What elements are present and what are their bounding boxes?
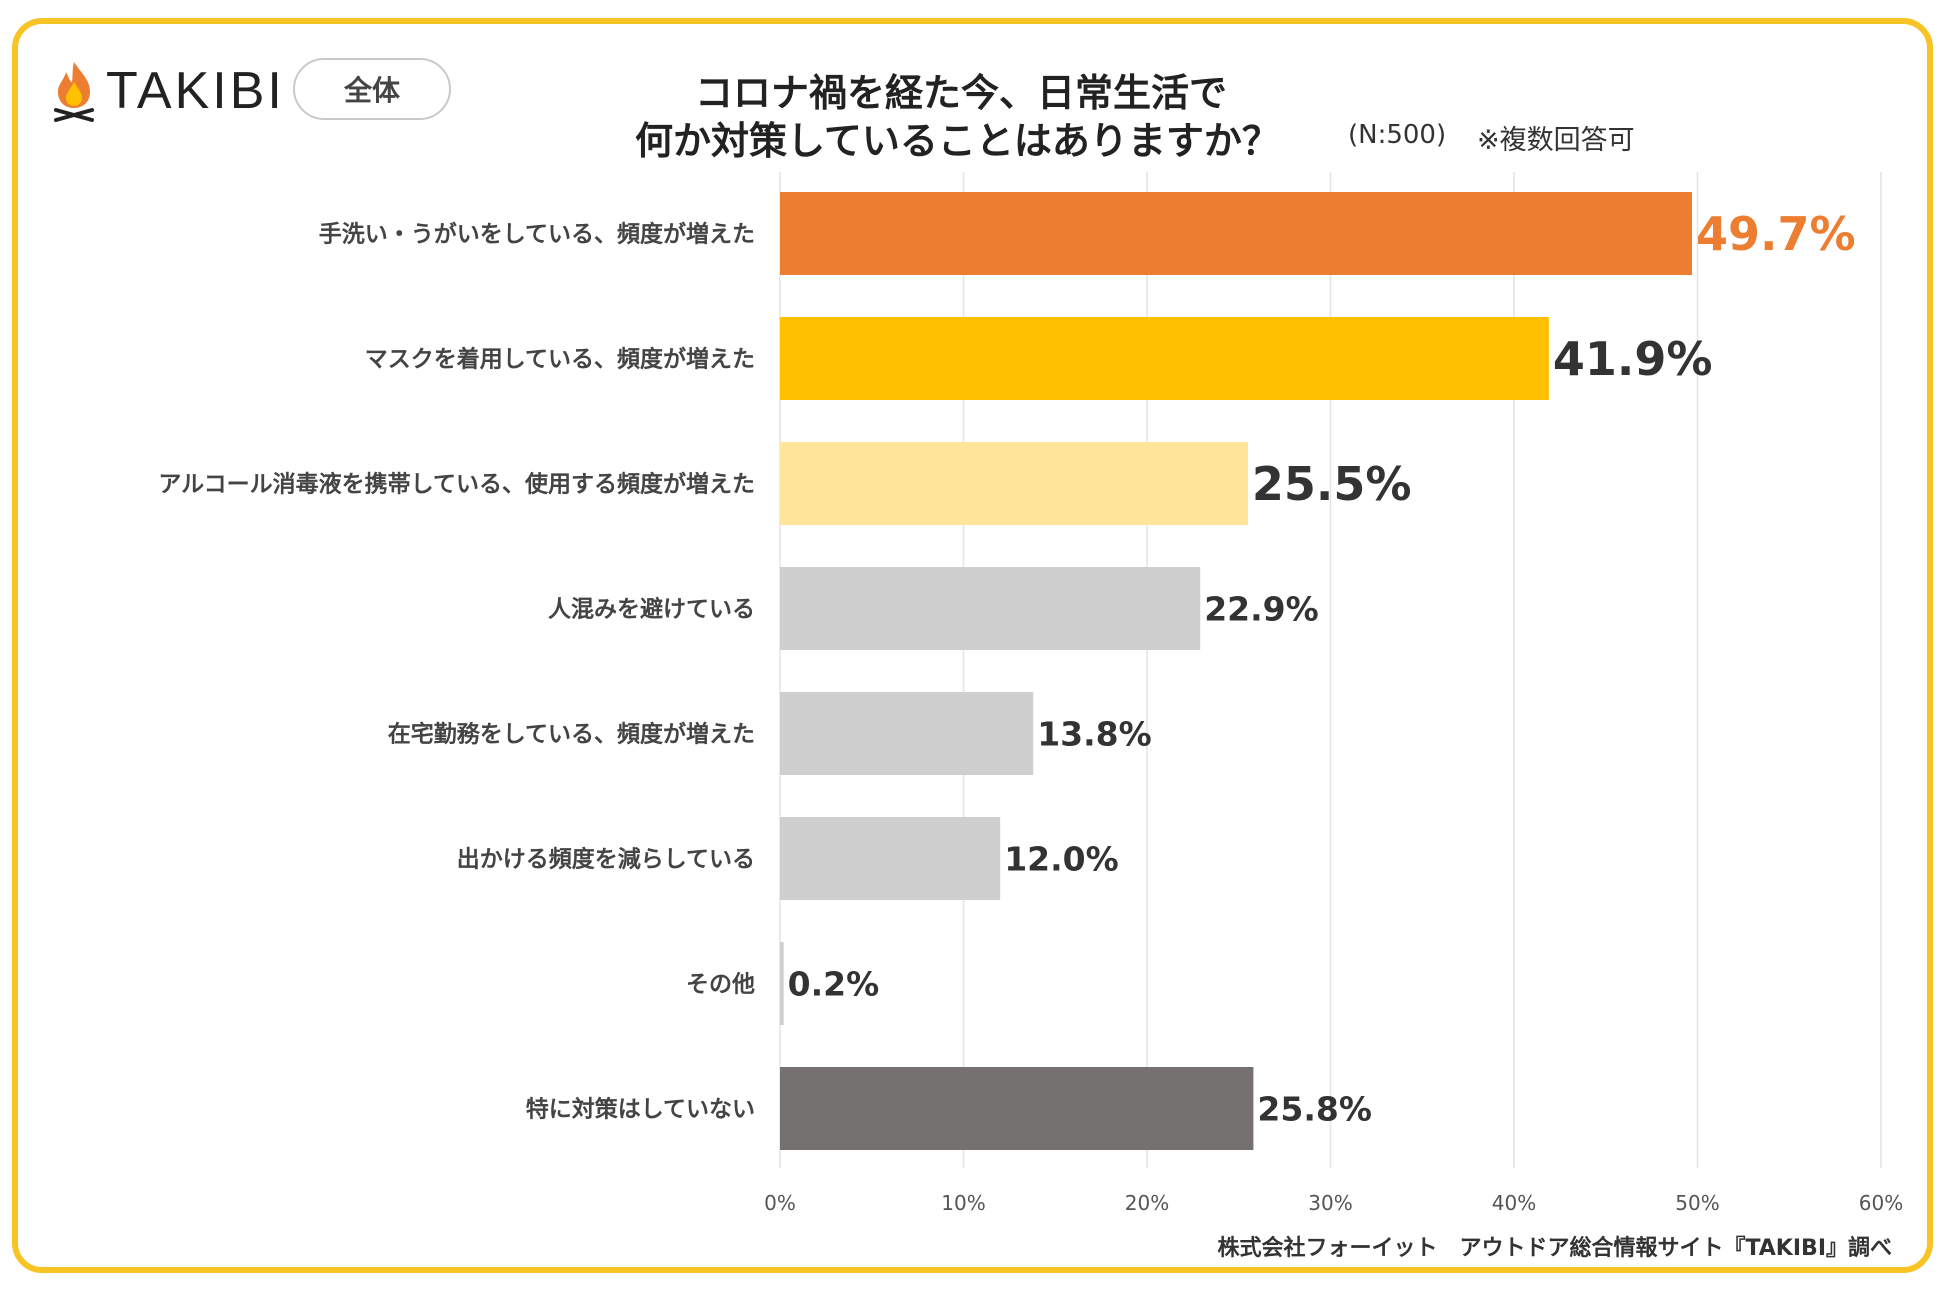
value-label: 25.5%: [1252, 457, 1412, 511]
bar: [780, 567, 1201, 650]
bar: [780, 442, 1248, 525]
category-label: アルコール消毒液を携帯している、使用する頻度が増えた: [158, 471, 755, 498]
x-tick-label: 20%: [1125, 1191, 1169, 1215]
x-tick-label: 0%: [764, 1191, 796, 1215]
x-tick-label: 50%: [1675, 1191, 1719, 1215]
source-credit: 株式会社フォーイット アウトドア総合情報サイト『TAKIBI』調べ: [1217, 1236, 1892, 1261]
category-label: 在宅勤務をしている、頻度が増えた: [388, 721, 755, 748]
category-label: マスクを着用している、頻度が増えた: [365, 346, 755, 373]
x-tick-label: 30%: [1308, 1191, 1352, 1215]
x-tick-label: 60%: [1859, 1191, 1903, 1215]
value-label: 25.8%: [1257, 1089, 1372, 1128]
chart-title-line2: 何か対策していることはありますか？: [635, 119, 1280, 163]
category-label: 出かける頻度を減らしている: [457, 846, 755, 873]
category-label: 特に対策はしていない: [526, 1096, 755, 1123]
x-tick-label: 40%: [1492, 1191, 1536, 1215]
value-label: 22.9%: [1204, 589, 1319, 628]
category-label: その他: [686, 972, 755, 998]
category-label: 人混みを避けている: [548, 596, 755, 623]
bar: [780, 317, 1549, 400]
sample-size-note: (N:500): [1348, 120, 1447, 150]
segment-badge: 全体: [293, 58, 451, 120]
x-tick-label: 10%: [941, 1191, 985, 1215]
bar: [780, 942, 784, 1025]
segment-label: 全体: [343, 74, 400, 107]
value-label: 49.7%: [1696, 207, 1856, 261]
value-label: 0.2%: [788, 964, 880, 1003]
campfire-icon: [54, 62, 94, 122]
category-label: 手洗い・うがいをしている、頻度が増えた: [319, 221, 755, 248]
multiple-answer-note: ※複数回答可: [1477, 125, 1635, 156]
bar: [780, 1067, 1254, 1150]
bar: [780, 817, 1001, 900]
value-label: 41.9%: [1553, 332, 1713, 386]
brand-name: TAKIBI: [106, 62, 285, 120]
bar-chart: 0% 10% 20% 30% 40% 50% 60% 手洗い・うがいをしている、頻度が増えた 4…: [158, 172, 1903, 1215]
value-label: 12.0%: [1004, 839, 1118, 878]
brand-logo: TAKIBI: [52, 60, 285, 122]
bar: [780, 692, 1034, 775]
bar: [780, 192, 1692, 275]
chart-title-line1: コロナ禍を経た今、日常生活で: [695, 71, 1228, 115]
value-label: 13.8%: [1037, 714, 1152, 753]
